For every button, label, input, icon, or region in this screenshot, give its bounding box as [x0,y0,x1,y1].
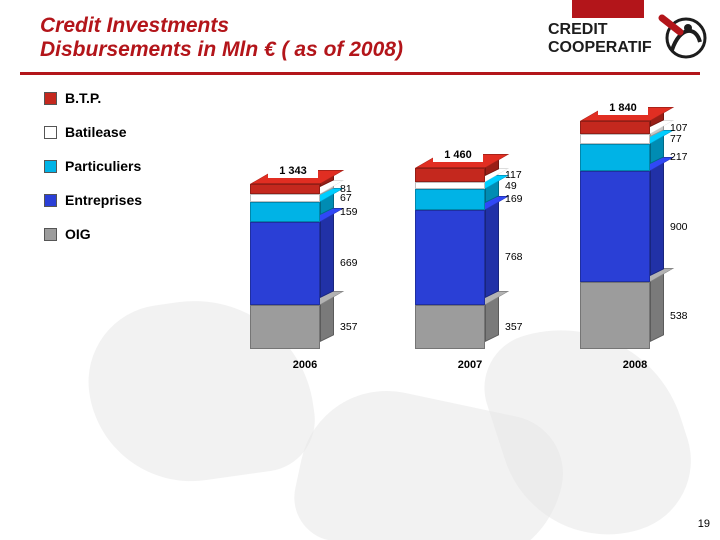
bar-segment [415,210,485,305]
bar-segment [580,134,650,144]
segment-value: 107 [670,122,688,134]
legend-swatch [44,92,57,105]
bar-total: 1 840 [598,101,648,115]
segment-value: 217 [670,151,688,163]
bar-segment [250,184,320,194]
legend-item: Particuliers [44,158,174,174]
bar-segment [580,282,650,349]
category-label: 2006 [250,359,360,371]
bar-segment [415,182,485,188]
segment-value: 357 [505,321,523,333]
segment-value: 159 [340,206,358,218]
category-label: 2007 [415,359,525,371]
title-line-2: Disbursements in Mln € ( as of 2008) [40,38,540,62]
legend-swatch [44,194,57,207]
segment-value: 81 [340,183,352,195]
legend-item: B.T.P. [44,90,174,106]
legend-swatch [44,228,57,241]
legend-label: Entreprises [65,192,142,208]
logo-text-bottom: COOPERATIF [548,39,652,56]
legend-label: Batilease [65,124,126,140]
header-divider [20,72,700,75]
legend-swatch [44,126,57,139]
bar-segment [250,194,320,202]
chart-area: 200635766915967811 343200735776816949117… [200,88,700,393]
logo: CREDIT COOPERATIF [548,14,708,62]
segment-value: 768 [505,251,523,263]
legend-item: Entreprises [44,192,174,208]
segment-value: 169 [505,193,523,205]
legend-item: OIG [44,226,174,242]
header: Credit Investments Disbursements in Mln … [0,0,720,74]
page-number: 19 [698,518,710,530]
bar-segment [580,121,650,134]
bar-segment [580,171,650,283]
segment-value: 77 [670,133,682,145]
segment-value: 538 [670,310,688,322]
bar-segment [250,305,320,349]
bar-segment [250,222,320,305]
bar-segment [250,202,320,222]
page-title: Credit Investments Disbursements in Mln … [40,14,540,62]
category-label: 2008 [580,359,690,371]
segment-value: 669 [340,257,358,269]
segment-value: 117 [505,169,522,181]
segment-value: 357 [340,321,358,333]
title-line-1: Credit Investments [40,14,540,38]
segment-value: 900 [670,221,688,233]
segment-value: 49 [505,180,517,192]
bar-total: 1 343 [268,164,318,178]
bar-total: 1 460 [433,148,483,162]
legend-label: B.T.P. [65,90,101,106]
logo-text-top: CREDIT [548,21,608,38]
bar-segment [415,189,485,210]
legend-item: Batilease [44,124,174,140]
legend-label: Particuliers [65,158,141,174]
legend-label: OIG [65,226,91,242]
bar-segment [415,305,485,349]
bar-segment [415,168,485,183]
legend-swatch [44,160,57,173]
bar-segment [580,144,650,171]
chart-legend: B.T.P. Batilease Particuliers Entreprises OI… [44,90,174,260]
